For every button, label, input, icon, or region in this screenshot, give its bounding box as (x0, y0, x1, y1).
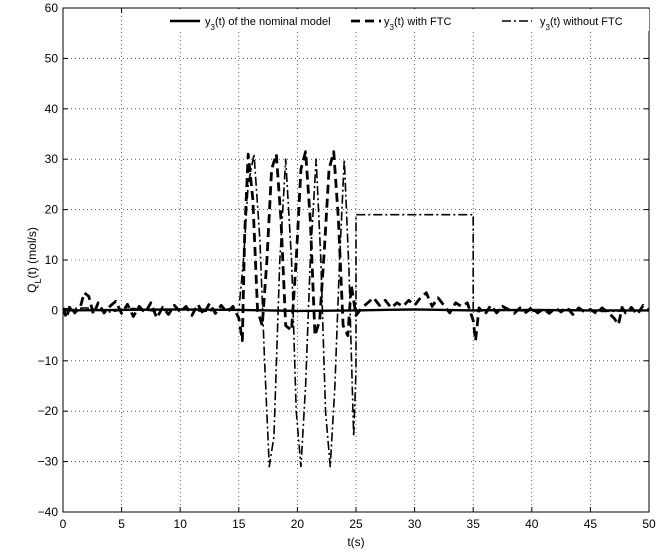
axis-ticks: 0 5 10 15 20 25 30 35 40 45 50 −40 −30 −20 −10 0 10 20 30 4… (38, 1, 656, 531)
y-tick-label: −30 (38, 455, 59, 469)
y-tick-label: −20 (38, 404, 59, 418)
legend: y3(t) of the nominal model y3(t) with FTC… (166, 9, 649, 32)
y-tick-label: 50 (45, 51, 59, 65)
x-axis-label: t(s) (347, 535, 364, 549)
x-tick-label: 50 (642, 517, 656, 531)
y-tick-label: 40 (45, 102, 59, 116)
y-tick-label: 0 (51, 303, 58, 317)
series-line-dashed (63, 150, 649, 343)
x-tick-label: 10 (174, 517, 188, 531)
y-tick-label: 60 (45, 1, 59, 15)
x-tick-label: 30 (408, 517, 422, 531)
plot-series (63, 150, 649, 468)
x-tick-label: 20 (291, 517, 305, 531)
x-tick-label: 35 (467, 517, 481, 531)
legend-label: y3(t) of the nominal model (205, 16, 331, 32)
series-line-dashdot (63, 153, 649, 468)
y-tick-label: 20 (45, 203, 59, 217)
y-tick-label: −10 (38, 354, 59, 368)
legend-box (166, 9, 649, 31)
x-tick-label: 25 (349, 517, 363, 531)
x-tick-label: 15 (232, 517, 246, 531)
legend-label: y3(t) without FTC (540, 16, 623, 32)
y-tick-label: 10 (45, 253, 59, 267)
y-axis-label: QL(t) (mol/s) (25, 227, 43, 293)
y-tick-label: 30 (45, 152, 59, 166)
x-tick-label: 0 (60, 517, 67, 531)
x-tick-label: 40 (525, 517, 539, 531)
x-tick-label: 5 (118, 517, 125, 531)
legend-label: y3(t) with FTC (384, 16, 451, 32)
x-tick-label: 45 (584, 517, 598, 531)
y-tick-label: −40 (38, 505, 59, 519)
